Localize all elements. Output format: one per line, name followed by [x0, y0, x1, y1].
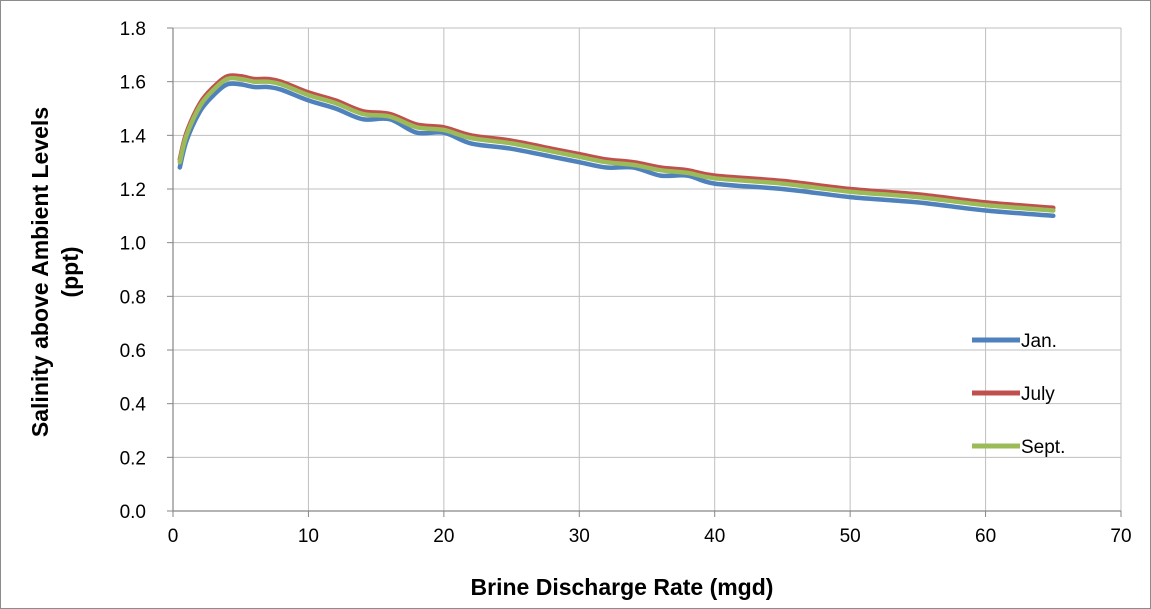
tick-labels: 0 10 20 30 40 50 60 70 0.0 0.2 0.4 0.6 0.8 1.0 1.2 1.4 1…	[120, 19, 1132, 547]
y-tick-label: 0.0	[120, 502, 146, 523]
axes	[167, 27, 1122, 517]
x-tick-label: 70	[1110, 526, 1131, 547]
series-line-jan	[177, 81, 1056, 219]
y-tick-label: 0.8	[120, 287, 146, 308]
y-tick-label: 1.0	[120, 234, 146, 255]
y-axis-title: Salinity above Ambient Levels (ppt)	[27, 107, 83, 437]
x-tick-label: 60	[975, 526, 996, 547]
x-tick-label: 0	[168, 526, 179, 547]
y-tick-label: 1.4	[120, 126, 147, 147]
series-lines	[177, 73, 1056, 219]
y-tick-label: 1.8	[120, 19, 146, 40]
y-tick-label: 1.2	[120, 180, 146, 201]
series-line-july	[177, 73, 1056, 211]
y-axis-title-line-1: Salinity above Ambient Levels	[27, 107, 53, 437]
legend: Jan. July Sept.	[972, 331, 1065, 458]
x-axis-title: Brine Discharge Rate (mgd)	[471, 574, 774, 600]
y-tick-label: 1.6	[120, 73, 146, 94]
legend-label-july: July	[1021, 384, 1055, 405]
y-tick-label: 0.2	[120, 448, 146, 469]
series-line-sept	[177, 75, 1056, 213]
gridlines	[173, 27, 1122, 511]
legend-label-jan: Jan.	[1021, 331, 1057, 352]
y-tick-label: 0.6	[120, 341, 146, 362]
y-tick-label: 0.4	[120, 395, 147, 416]
x-tick-label: 10	[298, 526, 319, 547]
x-tick-label: 30	[569, 526, 590, 547]
x-tick-label: 40	[704, 526, 725, 547]
x-tick-label: 50	[840, 526, 861, 547]
x-tick-label: 20	[433, 526, 454, 547]
y-axis-title-line-2: (ppt)	[57, 246, 83, 297]
legend-label-sept: Sept.	[1021, 437, 1065, 458]
